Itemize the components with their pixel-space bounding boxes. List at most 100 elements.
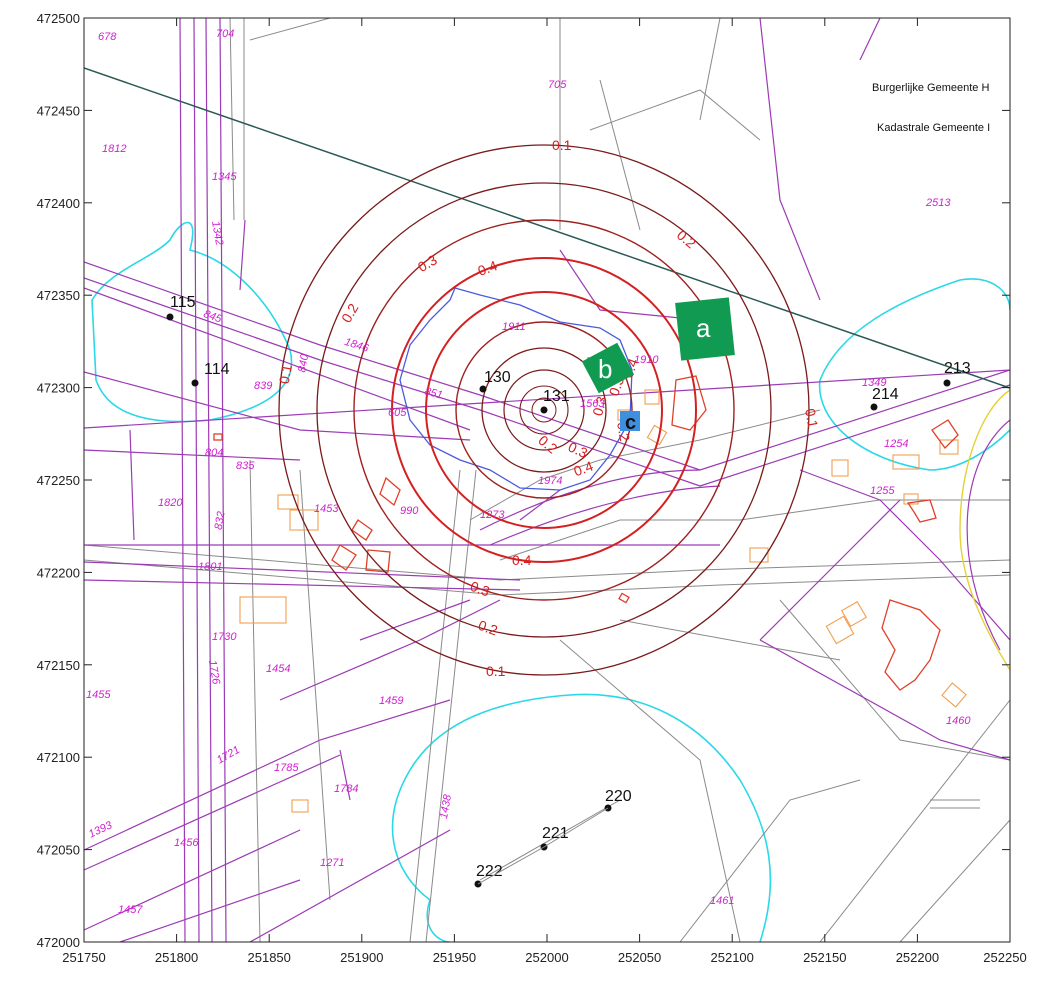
parcel-number: 605: [388, 407, 407, 419]
x-tick-label: 252000: [525, 950, 568, 965]
marker-b-box: [581, 342, 635, 394]
contour-label: 0.1: [486, 663, 506, 679]
parcel-number: 835: [236, 460, 255, 472]
parcel-number: 1456: [174, 837, 199, 849]
parcel-number: 2513: [925, 197, 951, 209]
x-tick-label: 252100: [711, 950, 754, 965]
point-label: 115: [170, 294, 196, 311]
marker-a-label: a: [696, 313, 711, 343]
parcel-number: 1453: [314, 503, 339, 515]
contour-label: 0.2: [535, 432, 560, 457]
road-lines: [84, 18, 1010, 942]
y-tick-label: 472000: [37, 935, 80, 950]
buildings: [239, 389, 967, 813]
point-label: 130: [484, 369, 511, 386]
point-marker: [191, 379, 199, 387]
parcel-number: 1254: [884, 438, 908, 450]
parcel-number: 1726: [206, 659, 222, 686]
contour-label: 0.3: [415, 251, 440, 275]
contour-label: 0.3: [589, 394, 610, 417]
parcel-number: 832: [213, 511, 228, 531]
y-tick-label: 472500: [37, 11, 80, 26]
point-marker: [479, 385, 487, 393]
parcel-number: 1812: [102, 143, 126, 155]
receptor-points: 115 114 130 131 213 214 220 221 222: [166, 294, 971, 888]
x-tick-label: 251800: [155, 950, 198, 965]
x-tick-label: 252150: [803, 950, 846, 965]
contour-label: 0.2: [674, 227, 699, 252]
yellow-boundary: [959, 389, 1010, 671]
parcel-number: 1342: [209, 220, 225, 246]
parcel-number: 1459: [379, 695, 403, 707]
point-marker: [870, 403, 878, 411]
x-tick-label: 251850: [248, 950, 291, 965]
marker-a-box: [675, 297, 735, 361]
zone-outline: [399, 287, 633, 491]
parcel-number: 1784: [334, 783, 358, 795]
parcel-number: 704: [216, 28, 234, 40]
y-tick-label: 472100: [37, 750, 80, 765]
parcel-number: 678: [98, 31, 117, 43]
parcel-number: 1457: [118, 904, 143, 916]
y-tick-label: 472300: [37, 381, 80, 396]
parcel-number: 1910: [634, 354, 659, 366]
parcel-number: 1785: [274, 762, 299, 774]
parcel-number: 1820: [158, 497, 183, 509]
marker-c-box: [620, 411, 640, 431]
parcel-number: 1460: [946, 715, 971, 727]
point-label: 213: [944, 360, 971, 377]
x-tick-label: 252250: [983, 950, 1026, 965]
parcel-number: 1730: [212, 631, 237, 643]
y-axis: 472500 472450 472400 472350 472300 47225…: [37, 11, 80, 950]
municipality-label: Burgerlijke Gemeente H: [872, 82, 989, 94]
contour-label: 0.4: [512, 552, 532, 568]
contour-label: 0.3: [566, 438, 591, 461]
parcel-number: 1273: [480, 509, 505, 521]
parcel-number: 840: [296, 352, 311, 373]
point-label: 220: [605, 788, 632, 805]
y-tick-label: 472450: [37, 103, 80, 118]
axis-ticks: [83, 17, 1011, 943]
parcel-number: 1801: [198, 561, 222, 573]
contour-label: 0.1: [276, 363, 295, 385]
transect-line: [477, 807, 609, 885]
parcel-number: 1911: [502, 321, 526, 333]
parcel-number: 705: [548, 79, 567, 91]
contour-label: 0.3: [468, 578, 492, 600]
y-tick-label: 472250: [37, 473, 80, 488]
contour-label: 0.1: [802, 407, 821, 429]
point-label: 222: [476, 863, 503, 880]
contour-label: 0.2: [338, 300, 362, 325]
point-marker: [943, 379, 951, 387]
parcel-number: 1345: [212, 171, 237, 183]
contour-label: 0.4: [476, 257, 500, 279]
y-tick-label: 472400: [37, 196, 80, 211]
parcel-number: 1846: [343, 336, 371, 355]
letter-markers: a b c: [581, 297, 735, 434]
contour-rings: [278, 144, 810, 676]
x-tick-label: 252050: [618, 950, 661, 965]
x-axis: 251750 251800 251850 251900 251950 25200…: [62, 950, 1026, 965]
y-tick-label: 472150: [37, 658, 80, 673]
y-tick-label: 472050: [37, 843, 80, 858]
parcel-number: 1455: [86, 689, 111, 701]
parcel-lines: [84, 18, 1010, 942]
parcel-number: 1563: [580, 398, 605, 410]
cadastral-municipality-label: Kadastrale Gemeente I: [877, 122, 990, 134]
point-label: 221: [542, 825, 569, 842]
parcel-number: 990: [400, 505, 419, 517]
buildings-red: [213, 357, 959, 691]
point-label: 131: [543, 388, 570, 405]
parcel-number: 1721: [215, 744, 242, 767]
parcel-number: 804: [205, 447, 223, 459]
contour-label: 0.4: [571, 458, 595, 480]
point-marker: [166, 313, 174, 321]
parcel-number: 1271: [320, 857, 344, 869]
contour-label: 0.1: [552, 137, 572, 153]
y-tick-label: 472350: [37, 288, 80, 303]
parcel-numbers: 678 704 705 1812 1345 1342 2513 845 1846…: [86, 28, 971, 916]
x-tick-label: 251750: [62, 950, 105, 965]
parcel-number: 851: [423, 385, 444, 401]
parcel-number: 839: [254, 380, 272, 392]
